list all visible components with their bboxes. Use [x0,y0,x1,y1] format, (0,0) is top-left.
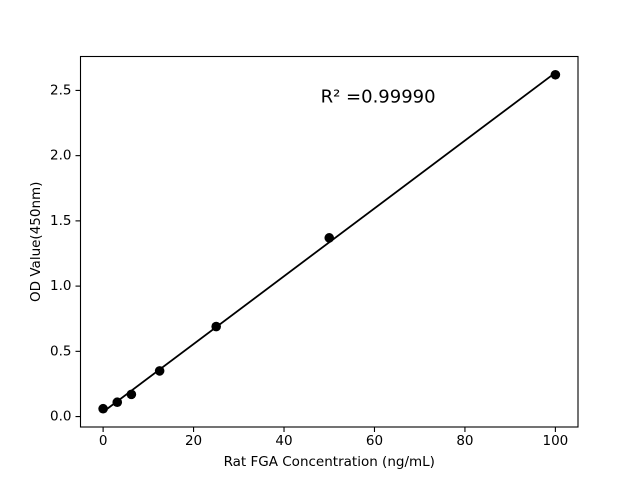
y-tick-label: 0.5 [50,343,71,359]
data-point [126,389,137,400]
y-tick-label: 2.0 [50,148,71,164]
data-point [98,403,108,414]
plot-area-border [79,55,579,428]
data-point [550,69,561,80]
data-point [211,321,221,332]
y-tick-label: 2.5 [50,82,71,98]
y-tick-label: 0.0 [50,409,71,425]
y-tick-label: 1.5 [50,213,71,229]
y-tick-label: 1.0 [50,278,71,294]
data-point [154,366,165,376]
x-axis-label: Rat FGA Concentration (ng/mL) [224,454,435,470]
x-tick-label: 60 [366,433,383,449]
data-point [324,233,335,243]
x-tick-label: 20 [185,433,202,449]
r-squared-annotation: R² =0.99990 [321,86,436,107]
x-tick-label: 100 [542,433,568,449]
x-tick-label: 80 [456,433,473,449]
x-tick-label: 40 [275,433,292,449]
x-tick-label: 0 [99,433,108,449]
y-axis-label: OD Value(450nm) [28,182,44,302]
data-point [112,397,123,408]
